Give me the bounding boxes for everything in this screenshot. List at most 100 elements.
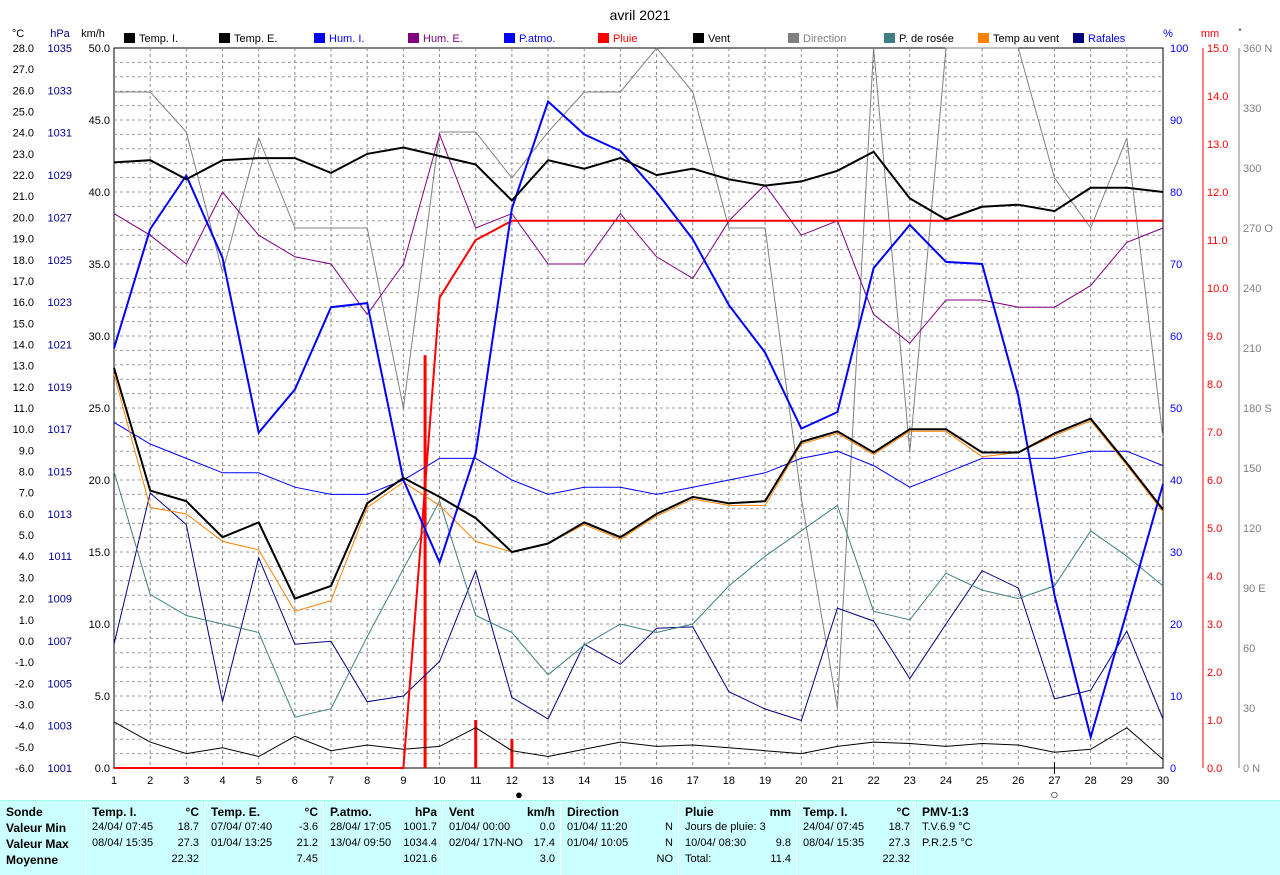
legend-label: Rafales xyxy=(1088,33,1126,45)
summary-head-right: °C xyxy=(896,805,910,819)
summary-min: T.V.6.9 °C xyxy=(922,821,1034,837)
series-line-hum-e xyxy=(113,132,1164,344)
summary-max-left: 02/04/ 17N-NO xyxy=(449,837,523,849)
temp-tick-label: 25.0 xyxy=(13,107,34,119)
temp-tick-label: 19.0 xyxy=(13,234,34,246)
temp-tick-label: 0.0 xyxy=(19,636,34,648)
summary-head: Temp. E. °C xyxy=(211,805,322,821)
summary-head-left: Pluie xyxy=(685,805,714,819)
temp-tick-label: 20.0 xyxy=(13,212,34,224)
temp-tick-label: 21.0 xyxy=(13,191,34,203)
summary-separator xyxy=(204,801,205,875)
summary-max: P.R.2.5 °C xyxy=(922,837,1034,853)
wind-tick-label: 5.0 xyxy=(95,691,110,703)
humidity-tick-label: 50 xyxy=(1170,403,1182,415)
summary-avg: 3.0 xyxy=(449,853,559,869)
summary-min: 07/04/ 07:40 -3.6 xyxy=(211,821,322,837)
summary-max-right: 9.8 xyxy=(775,837,791,849)
x-tick-label: 30 xyxy=(1157,775,1169,787)
summary-head: Pluie mm xyxy=(685,805,795,821)
legend-label: P. de rosée xyxy=(899,33,954,45)
x-tick-label: 17 xyxy=(687,775,699,787)
pressure-tick-label: 1017 xyxy=(48,424,72,436)
summary-min: 01/04/ 00:00 0.0 xyxy=(449,821,559,837)
moon-marker-new: ● xyxy=(515,787,523,800)
direction-tick-label: 120 xyxy=(1243,523,1261,535)
summary-min-left: 01/04/ 00:00 xyxy=(449,821,511,833)
temp-tick-label: 8.0 xyxy=(19,467,34,479)
series-line-temp-au-vent xyxy=(113,373,1164,612)
humidity-tick-label: 90 xyxy=(1170,115,1182,127)
rain-tick-label: 9.0 xyxy=(1207,331,1222,343)
x-tick-label: 2 xyxy=(147,775,153,787)
x-tick-label: 4 xyxy=(219,775,225,787)
x-tick-label: 23 xyxy=(904,775,916,787)
chart-canvas: avril 2021°C hPa km/h% mm •28.027.026.025.02… xyxy=(12,7,1274,800)
pressure-tick-label: 1021 xyxy=(48,339,72,351)
direction-tick-label: 270 O xyxy=(1243,223,1273,235)
row-label-max: Valeur Max xyxy=(6,837,69,851)
humidity-tick-label: 40 xyxy=(1170,475,1182,487)
x-tick-label: 8 xyxy=(364,775,370,787)
pressure-tick-label: 1001 xyxy=(48,763,72,775)
direction-tick-label: 0 N xyxy=(1243,763,1260,775)
x-tick-label: 5 xyxy=(256,775,262,787)
summary-max-left: 08/04/ 15:35 xyxy=(803,837,865,849)
summary-min: 01/04/ 11:20 N xyxy=(567,821,677,837)
summary-min-right: 0.0 xyxy=(539,821,555,833)
direction-tick-label: 360 N xyxy=(1243,43,1272,55)
x-tick-label: 21 xyxy=(831,775,843,787)
summary-max-right: 27.3 xyxy=(177,837,199,849)
temp-tick-label: 13.0 xyxy=(13,361,34,373)
x-tick-label: 9 xyxy=(400,775,406,787)
summary-avg-right: 3.0 xyxy=(539,853,555,865)
axis-unit-temp: °C xyxy=(12,28,24,40)
row-label-sonde: Sonde xyxy=(6,805,43,819)
x-tick-label: 16 xyxy=(650,775,662,787)
summary-panel: Sonde Valeur Min Valeur Max Moyenne Temp… xyxy=(0,800,1280,875)
summary-max-right: N xyxy=(665,837,673,849)
temp-tick-label: -6.0 xyxy=(15,763,34,775)
summary-head: P.atmo. hPa xyxy=(330,805,441,821)
summary-column: Pluie mm Jours de pluie: 3 10/04/ 08:30 9.8 T… xyxy=(685,805,795,873)
wind-tick-label: 45.0 xyxy=(89,115,110,127)
summary-avg-right: 7.45 xyxy=(296,853,318,865)
legend-swatch xyxy=(408,33,419,43)
summary-min-right: 18.7 xyxy=(177,821,199,833)
summary-column: Temp. I. °C 24/04/ 07:45 18.7 08/04/ 15:35 27… xyxy=(803,805,914,873)
x-tick-label: 15 xyxy=(614,775,626,787)
legend-swatch xyxy=(693,33,704,43)
x-tick-label: 13 xyxy=(542,775,554,787)
rain-tick-label: 14.0 xyxy=(1207,91,1228,103)
legend-label: P.atmo. xyxy=(519,33,556,45)
temp-tick-label: 22.0 xyxy=(13,170,34,182)
summary-max: 02/04/ 17N-NO 17.4 xyxy=(449,837,559,853)
rain-tick-label: 5.0 xyxy=(1207,523,1222,535)
summary-avg: 7.45 xyxy=(211,853,322,869)
axis-unit-direction: • xyxy=(1238,25,1242,36)
summary-max: 08/04/ 15:35 27.3 xyxy=(803,837,914,853)
legend-swatch xyxy=(788,33,799,43)
legend-label: Temp. E. xyxy=(234,33,277,45)
temp-tick-label: -3.0 xyxy=(15,699,34,711)
legend-label: Vent xyxy=(708,33,730,45)
legend-label: Direction xyxy=(803,33,846,45)
x-tick-label: 20 xyxy=(795,775,807,787)
summary-max-left: 13/04/ 09:50 xyxy=(330,837,392,849)
rain-tick-label: 2.0 xyxy=(1207,667,1222,679)
wind-tick-label: 10.0 xyxy=(89,619,110,631)
series-line-rafales xyxy=(113,492,1164,722)
summary-head: Vent km/h xyxy=(449,805,559,821)
x-tick-label: 11 xyxy=(470,775,481,787)
summary-min-right: 1001.7 xyxy=(403,821,437,833)
x-tick-label: 26 xyxy=(1012,775,1024,787)
temp-tick-label: 7.0 xyxy=(19,488,34,500)
summary-separator xyxy=(796,801,797,875)
summary-head-left: PMV-1:3 xyxy=(922,805,969,819)
x-tick-label: 10 xyxy=(433,775,445,787)
temp-tick-label: -2.0 xyxy=(15,678,34,690)
summary-head-right: mm xyxy=(769,805,791,819)
summary-min-right: N xyxy=(665,821,673,833)
temp-tick-label: 10.0 xyxy=(13,424,34,436)
rain-tick-label: 15.0 xyxy=(1207,43,1228,55)
